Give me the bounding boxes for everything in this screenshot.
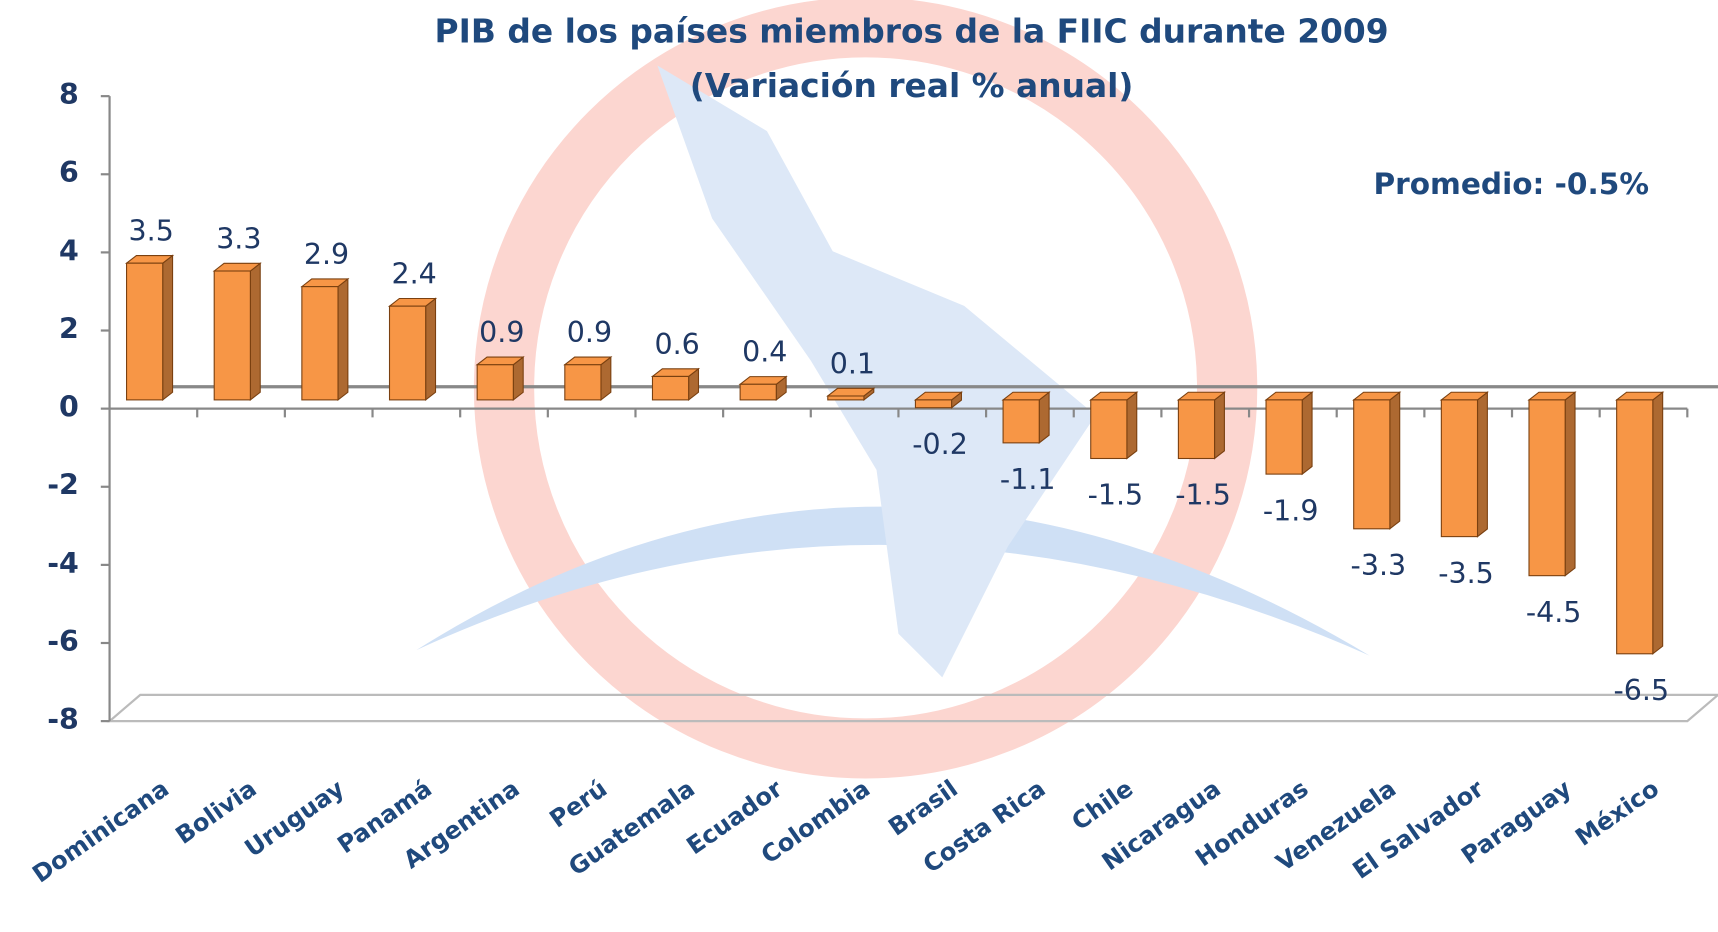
chart-title: PIB de los países miembros de la FIIC du… bbox=[435, 12, 1389, 50]
watermark-arc bbox=[416, 506, 1370, 656]
bar-face bbox=[1177, 399, 1216, 460]
bar bbox=[124, 254, 175, 402]
value-label: -3.3 bbox=[1351, 549, 1407, 582]
bar-face bbox=[827, 395, 865, 401]
bar bbox=[1527, 391, 1577, 577]
y-tick-label: 4 bbox=[59, 234, 79, 267]
y-tick-label: 8 bbox=[59, 78, 79, 111]
bar bbox=[913, 391, 964, 409]
x-tick-label: Chile bbox=[1067, 774, 1139, 836]
bar bbox=[1615, 391, 1665, 655]
bar-face bbox=[337, 277, 349, 402]
bar-face bbox=[1353, 399, 1391, 530]
y-tick-label: 0 bbox=[59, 391, 79, 424]
bar-face bbox=[1528, 399, 1566, 577]
bar bbox=[1439, 391, 1489, 538]
floor bbox=[106, 693, 1718, 723]
value-label: -0.2 bbox=[912, 428, 968, 461]
bar-face bbox=[425, 297, 437, 402]
value-label: -3.5 bbox=[1438, 557, 1494, 590]
bar-face bbox=[476, 364, 514, 401]
bar bbox=[738, 375, 788, 402]
bar-face bbox=[1389, 391, 1401, 530]
bar-face bbox=[1440, 399, 1479, 538]
bar-face bbox=[1265, 399, 1303, 475]
bar bbox=[563, 355, 613, 402]
bar-face bbox=[1038, 391, 1050, 444]
x-tick-label: Uruguay bbox=[240, 774, 350, 862]
bar-face bbox=[1002, 399, 1040, 444]
value-label: 0.6 bbox=[654, 328, 699, 361]
bar bbox=[387, 297, 438, 402]
value-label: -6.5 bbox=[1614, 674, 1670, 707]
y-tick-label: -4 bbox=[47, 547, 79, 580]
value-label: 3.3 bbox=[216, 222, 261, 255]
x-tick-label: Perú bbox=[545, 774, 613, 833]
bar-face bbox=[249, 262, 261, 402]
value-label: -1.9 bbox=[1263, 494, 1319, 527]
bar-face bbox=[651, 375, 690, 401]
bar-face bbox=[301, 286, 339, 401]
chart-subtitle: (Variación real % anual) bbox=[690, 67, 1134, 105]
value-label: 0.1 bbox=[830, 347, 875, 380]
bar bbox=[475, 355, 525, 402]
x-tick-label: México bbox=[1570, 774, 1664, 851]
bar-face bbox=[1616, 399, 1654, 655]
bar-face bbox=[1564, 391, 1576, 577]
bar bbox=[1176, 391, 1227, 460]
bar-face bbox=[564, 364, 602, 401]
bar-face bbox=[914, 399, 953, 409]
bar bbox=[300, 277, 350, 402]
y-tick-label: -2 bbox=[47, 469, 79, 502]
bar bbox=[1352, 391, 1402, 530]
y-tick-label: 6 bbox=[59, 156, 79, 189]
value-label: 3.5 bbox=[129, 215, 174, 248]
bar-face bbox=[1476, 391, 1488, 538]
value-label: 2.4 bbox=[392, 258, 437, 291]
value-label: 2.9 bbox=[304, 238, 349, 271]
value-label: 0.9 bbox=[567, 316, 612, 349]
y-tick-label: 2 bbox=[59, 313, 79, 346]
bar bbox=[212, 262, 262, 402]
bar-face bbox=[1126, 391, 1138, 460]
value-label: 0.9 bbox=[479, 316, 524, 349]
bar bbox=[650, 367, 701, 402]
bar-face bbox=[126, 262, 164, 401]
watermark-map bbox=[657, 65, 1096, 678]
bar-face bbox=[739, 383, 777, 401]
bar-face bbox=[1301, 391, 1313, 476]
y-tick-label: -8 bbox=[47, 703, 79, 736]
bar-face bbox=[1652, 391, 1664, 655]
value-label: -1.1 bbox=[1000, 463, 1056, 496]
x-tick-label: Dominicana bbox=[27, 774, 174, 888]
value-label: -4.5 bbox=[1526, 596, 1582, 629]
bar-face bbox=[1090, 399, 1128, 460]
value-label: 0.4 bbox=[742, 336, 787, 369]
bar-face bbox=[1213, 391, 1225, 460]
bar-face bbox=[162, 254, 174, 402]
bar-face bbox=[213, 270, 251, 401]
value-label: -1.5 bbox=[1175, 479, 1231, 512]
y-tick-label: -6 bbox=[47, 625, 79, 658]
bar bbox=[1264, 391, 1314, 476]
annotation: Promedio: -0.5% bbox=[1373, 167, 1648, 201]
value-label: -1.5 bbox=[1088, 479, 1144, 512]
bar-face bbox=[388, 305, 427, 401]
bar bbox=[826, 387, 876, 402]
bar bbox=[1001, 391, 1051, 444]
bar bbox=[1089, 391, 1139, 460]
